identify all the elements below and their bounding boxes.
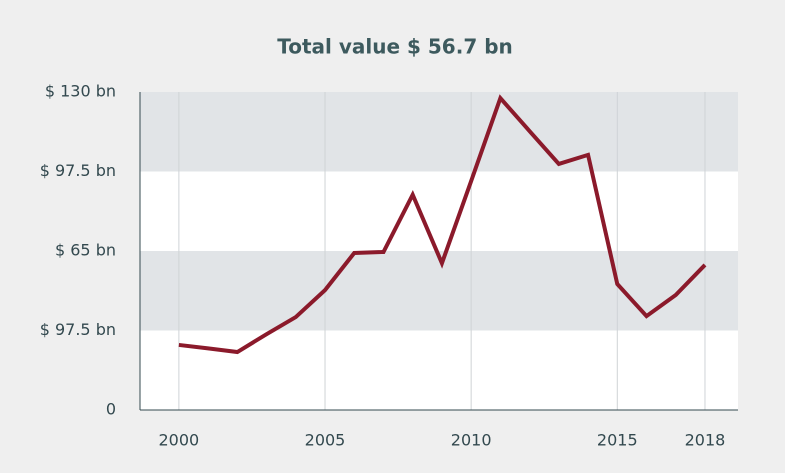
y-tick-label: 0 [106, 400, 116, 419]
y-tick-label: $ 97.5 bn [40, 320, 116, 339]
x-tick-label: 2015 [597, 431, 638, 450]
chart-title: Total value $ 56.7 bn [277, 35, 513, 59]
grid-band [140, 92, 738, 172]
y-tick-label: $ 130 bn [45, 82, 116, 101]
x-tick-label: 2005 [305, 431, 346, 450]
x-tick-label: 2010 [451, 431, 492, 450]
grid-band [140, 171, 738, 251]
y-tick-label: $ 97.5 bn [40, 161, 116, 180]
grid-band [140, 251, 738, 331]
x-tick-label: 2000 [159, 431, 200, 450]
x-tick-label: 2018 [685, 431, 726, 450]
grid-band [140, 330, 738, 410]
y-tick-label: $ 65 bn [55, 241, 116, 260]
line [178, 94, 707, 355]
